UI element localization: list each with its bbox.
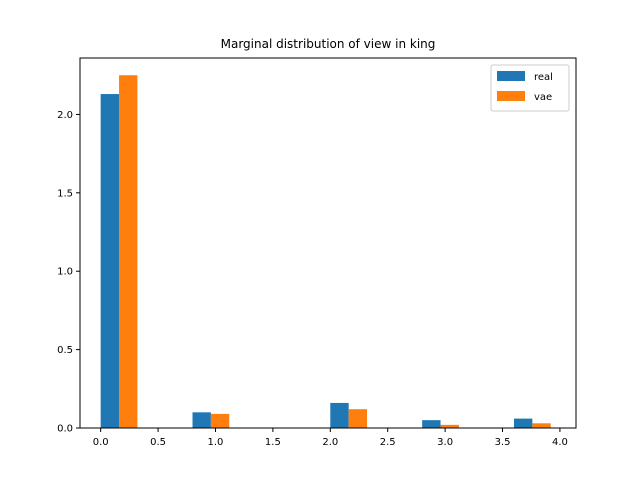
x-tick-label: 0.5 [150, 437, 166, 448]
legend-label-real: real [534, 72, 553, 83]
y-tick-label: 0.5 [57, 345, 73, 356]
y-tick-label: 1.5 [57, 188, 73, 199]
legend: real vae [490, 64, 570, 112]
bar-vae-3 [440, 424, 459, 428]
x-tick-label: 3.5 [495, 437, 511, 448]
bar-real-1 [192, 412, 211, 428]
bar-real-0 [100, 94, 120, 428]
bar-vae-2 [348, 409, 368, 428]
bars-layer [100, 75, 551, 429]
bar-vae-1 [210, 413, 230, 428]
x-tick-label: 3.0 [437, 437, 453, 448]
x-tick-label: 2.5 [380, 437, 396, 448]
y-tick-label: 0.0 [57, 424, 73, 435]
x-tick-label: 1.5 [265, 437, 281, 448]
y-tick-label: 1.0 [57, 267, 73, 278]
bar-real-3 [422, 420, 441, 428]
bar-real-2 [330, 402, 349, 428]
legend-label-vae: vae [534, 92, 552, 103]
plot-frame [79, 57, 577, 429]
x-tick-label: 0.0 [93, 437, 109, 448]
y-axis: 0.0 0.5 1.0 1.5 2.0 [57, 110, 80, 435]
legend-swatch-real [497, 71, 525, 81]
bar-real-4 [514, 418, 533, 428]
x-axis: 0.0 0.5 1.0 1.5 2.0 2.5 3.0 3.5 4.0 [93, 428, 568, 448]
x-tick-label: 1.0 [208, 437, 224, 448]
bar-vae-0 [119, 75, 138, 429]
bar-vae-4 [532, 423, 551, 428]
x-tick-label: 2.0 [322, 437, 338, 448]
chart-title: Marginal distribution of view in king [221, 37, 436, 51]
legend-swatch-vae [497, 91, 525, 101]
x-tick-label: 4.0 [552, 437, 568, 448]
y-tick-label: 2.0 [57, 110, 73, 121]
